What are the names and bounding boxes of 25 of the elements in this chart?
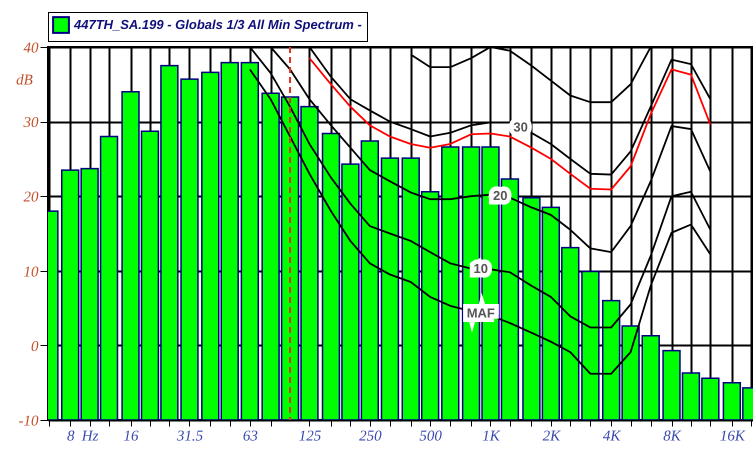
x-tick-label: 4K <box>602 428 622 444</box>
x-tick-label: 8K <box>663 428 682 444</box>
x-tick-label: 2K <box>542 428 562 444</box>
y-tick-label: -10 <box>18 414 39 430</box>
line-series <box>308 57 712 190</box>
y-tick-label: 10 <box>24 264 39 280</box>
y-axis-title: dB <box>16 72 33 88</box>
x-tick-label: Hz <box>80 428 99 444</box>
y-tick-label: 20 <box>24 190 39 206</box>
x-tick-label: 1K <box>482 428 501 444</box>
bar <box>180 78 199 420</box>
y-tick-label: 0 <box>31 338 39 355</box>
x-tick-label: 63 <box>242 428 258 444</box>
series-label: 10 <box>474 260 488 276</box>
x-tick-label: 8 <box>66 428 75 444</box>
series-label: 20 <box>492 188 508 204</box>
x-tick-label: 500 <box>419 428 442 444</box>
x-tick-label: 16 <box>124 428 140 444</box>
y-tick-label: 30 <box>22 115 39 132</box>
x-tick-label: 250 <box>359 428 382 444</box>
x-tick-label: 16K <box>720 428 746 444</box>
y-tick-label: 40 <box>24 40 39 56</box>
x-tick-label: 31.5 <box>176 428 204 444</box>
legend-label: 447TH_SA.199 - Globals 1/3 All Min Spectrum - <box>73 17 362 32</box>
x-tick-label: 125 <box>298 428 322 444</box>
